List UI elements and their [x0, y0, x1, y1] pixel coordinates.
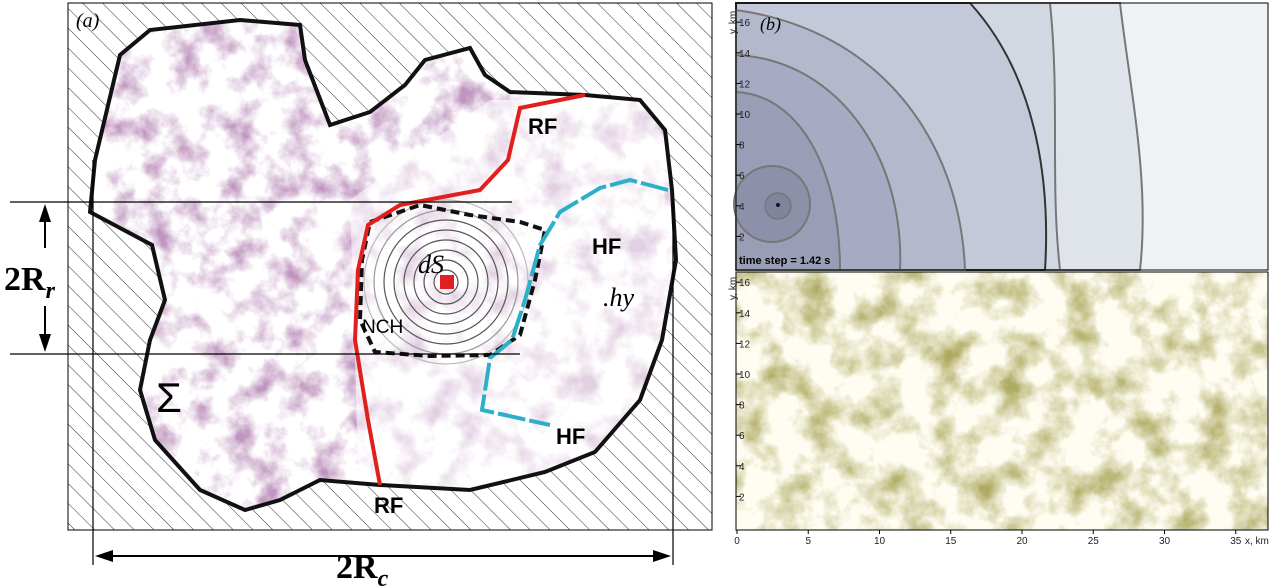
- radius-c-label: 2Rc: [336, 549, 389, 586]
- y-tick-label: 16: [739, 18, 751, 29]
- ds-label: dS: [418, 250, 444, 279]
- concentration-map: [736, 272, 1268, 530]
- y-tick-label: 10: [739, 110, 751, 121]
- x-tick-label: 25: [1088, 536, 1100, 547]
- sigma-label: Σ: [156, 374, 182, 421]
- y-tick-label: 4: [739, 202, 745, 213]
- page: (a) RF HF dS NCH .hy Σ RF HF 2Rr 2Rc (b)…: [0, 0, 1282, 586]
- hf-label: HF: [592, 234, 621, 259]
- rf-label: RF: [528, 114, 557, 139]
- y-tick-label: 6: [739, 431, 745, 442]
- y-tick-label: 2: [739, 492, 745, 503]
- x-tick-label: 30: [1159, 536, 1171, 547]
- y-tick-label: 10: [739, 370, 751, 381]
- y-axis-label: y, km: [728, 277, 739, 300]
- y-tick-label: 12: [739, 339, 751, 350]
- y-tick-label: 4: [739, 462, 745, 473]
- y-tick-label: 6: [739, 171, 745, 182]
- y-tick-label: 16: [739, 278, 751, 289]
- hf-label: HF: [556, 424, 585, 449]
- rf-label: RF: [374, 493, 403, 518]
- pressure-contours: [734, 3, 1268, 270]
- panel-tag: (a): [76, 10, 100, 32]
- figure: (a) RF HF dS NCH .hy Σ RF HF 2Rr 2Rc (b)…: [0, 0, 1282, 586]
- y-tick-label: 8: [739, 401, 745, 412]
- x-tick-label: 35: [1230, 536, 1242, 547]
- y-tick-label: 12: [739, 79, 751, 90]
- y-tick-label: 2: [739, 232, 745, 243]
- radius-r-label: 2Rr: [4, 261, 56, 304]
- panel-tag: (b): [760, 14, 781, 35]
- x-tick-label: 20: [1016, 536, 1028, 547]
- x-axis-label: x, km: [1245, 536, 1269, 547]
- x-tick-label: 15: [945, 536, 957, 547]
- y-tick-label: 14: [739, 309, 751, 320]
- nch-label: NCH: [362, 317, 403, 338]
- x-tick-label: 0: [734, 536, 740, 547]
- hy-label: .hy: [603, 283, 635, 312]
- y-axis-label: y, km: [728, 11, 739, 34]
- x-tick-label: 10: [874, 536, 886, 547]
- y-tick-label: 8: [739, 141, 745, 152]
- time-step: time step = 1.42 s: [739, 255, 830, 267]
- y-tick-label: 14: [739, 49, 751, 60]
- x-tick-label: 5: [805, 536, 811, 547]
